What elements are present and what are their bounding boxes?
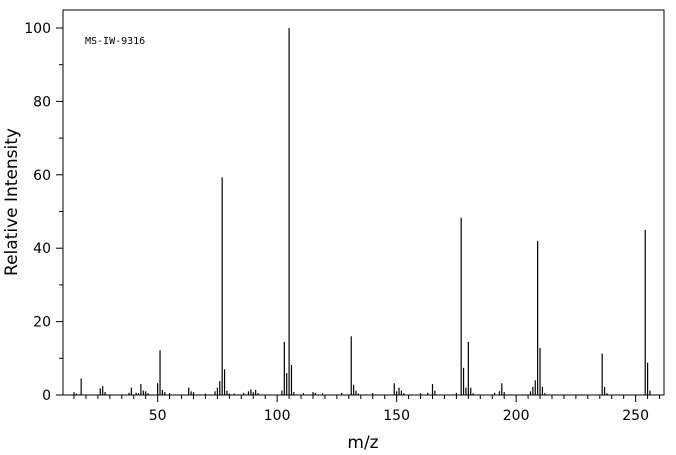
y-tick-label: 0 — [42, 388, 51, 404]
y-axis: 0 20 40 60 80 100 — [24, 21, 63, 404]
x-tick-label: 50 — [149, 408, 167, 424]
x-tick-label: 250 — [622, 408, 649, 424]
x-axis-title: m/z — [347, 433, 378, 453]
y-axis-title: Relative Intensity — [2, 128, 22, 276]
y-tick-label: 100 — [24, 21, 51, 37]
x-tick-label: 200 — [503, 408, 530, 424]
peak-series — [73, 28, 651, 395]
spectrum-id-label: MS-IW-9316 — [85, 36, 145, 47]
x-axis: 50 100 150 200 250 — [73, 395, 661, 424]
plot-frame — [62, 9, 665, 396]
y-tick-label: 80 — [33, 94, 51, 110]
x-tick-label: 150 — [383, 408, 410, 424]
y-tick-label: 20 — [33, 315, 51, 331]
x-tick-label: 100 — [264, 408, 291, 424]
y-tick-label: 60 — [33, 168, 51, 184]
y-tick-label: 40 — [33, 241, 51, 257]
